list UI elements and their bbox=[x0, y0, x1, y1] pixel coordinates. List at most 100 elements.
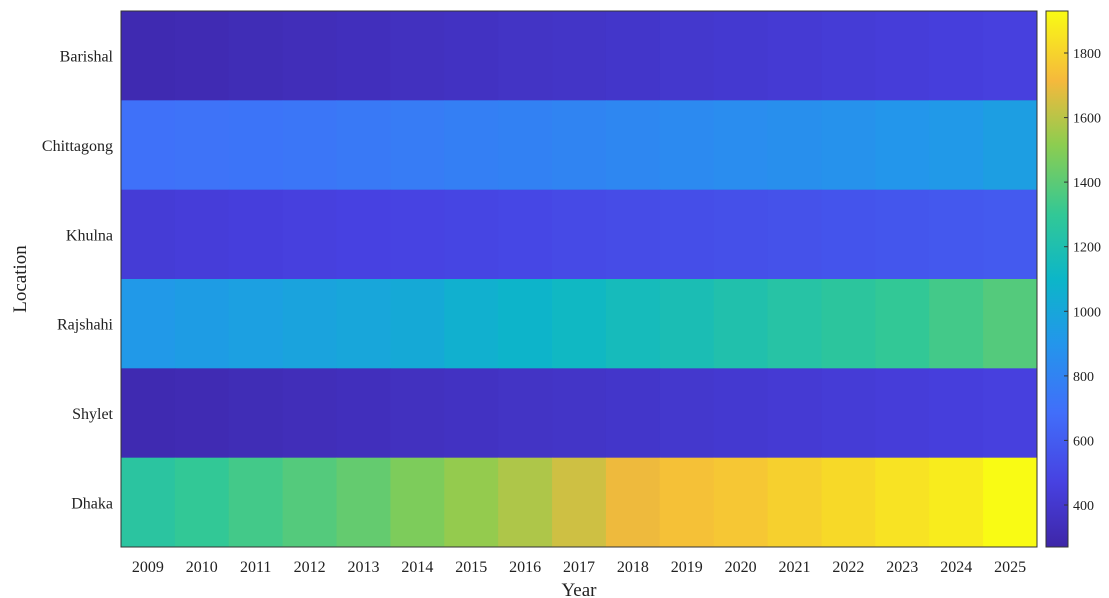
x-tick-label: 2019 bbox=[671, 559, 703, 576]
x-tick-label: 2024 bbox=[940, 559, 972, 576]
y-tick-labels: Barishal Chittagong Khulna Rajshahi Shylet Dh… bbox=[42, 49, 114, 513]
heatmap-cell bbox=[875, 100, 930, 191]
heatmap-cell bbox=[121, 368, 176, 459]
heatmap-cell bbox=[875, 457, 930, 548]
heatmap-cell bbox=[121, 279, 176, 369]
heatmap-cell bbox=[929, 11, 984, 101]
heatmap-cell bbox=[336, 11, 391, 101]
heatmap-cell bbox=[282, 11, 338, 101]
heatmap-cell bbox=[336, 100, 391, 191]
heatmap-cell bbox=[713, 279, 769, 369]
y-axis-label: Location bbox=[10, 245, 31, 313]
x-tick-label: 2021 bbox=[779, 559, 811, 576]
heatmap-cell bbox=[390, 11, 445, 101]
colorbar-tick-label: 1600 bbox=[1073, 112, 1101, 127]
colorbar-tick-label: 1200 bbox=[1073, 241, 1101, 256]
heatmap-cell bbox=[552, 100, 607, 191]
heatmap-cell bbox=[983, 368, 1038, 459]
heatmap-cell bbox=[767, 100, 822, 191]
heatmap-cell bbox=[767, 368, 822, 459]
heatmap-cell bbox=[121, 457, 176, 548]
heatmap-cell bbox=[498, 368, 553, 459]
heatmap-cell bbox=[659, 457, 715, 548]
heatmap-cell bbox=[498, 189, 553, 280]
heatmap-cell bbox=[174, 11, 230, 101]
heatmap-cell bbox=[929, 100, 984, 191]
x-tick-label: 2022 bbox=[832, 559, 864, 576]
heatmap-cell bbox=[713, 100, 769, 191]
heatmap-cell bbox=[390, 100, 445, 191]
heatmap-cell bbox=[174, 457, 230, 548]
heatmap-cell bbox=[444, 11, 499, 101]
heatmap-cell bbox=[444, 368, 499, 459]
heatmap-cell bbox=[228, 368, 284, 459]
heatmap-cell bbox=[282, 368, 338, 459]
heatmap-cell bbox=[659, 189, 715, 280]
heatmap-cell bbox=[713, 457, 769, 548]
heatmap-cell bbox=[336, 368, 391, 459]
y-tick-label: Rajshahi bbox=[57, 317, 114, 334]
x-tick-label: 2015 bbox=[455, 559, 487, 576]
heatmap-cell bbox=[390, 457, 445, 548]
heatmap-cell bbox=[605, 100, 661, 191]
heatmap-cell bbox=[821, 100, 876, 191]
heatmap-cell bbox=[929, 368, 984, 459]
heatmap-cell bbox=[713, 368, 769, 459]
heatmap-cell bbox=[659, 368, 715, 459]
heatmap-cell bbox=[605, 189, 661, 280]
heatmap-cell bbox=[767, 11, 822, 101]
x-tick-label: 2016 bbox=[509, 559, 541, 576]
colorbar-tick-label: 800 bbox=[1073, 370, 1094, 385]
heatmap-cell bbox=[444, 279, 499, 369]
heatmap-cell bbox=[875, 11, 930, 101]
heatmap-cell bbox=[282, 457, 338, 548]
heatmap-cell bbox=[498, 279, 553, 369]
heatmap-cell bbox=[821, 11, 876, 101]
x-tick-label: 2011 bbox=[240, 559, 271, 576]
heatmap-cell bbox=[983, 100, 1038, 191]
x-tick-label: 2025 bbox=[994, 559, 1026, 576]
heatmap-cell bbox=[659, 11, 715, 101]
heatmap-cell bbox=[174, 279, 230, 369]
x-tick-label: 2010 bbox=[186, 559, 218, 576]
heatmap-cell bbox=[444, 457, 499, 548]
y-tick-label: Barishal bbox=[60, 49, 114, 66]
heatmap-cell bbox=[552, 11, 607, 101]
heatmap-cell bbox=[498, 11, 553, 101]
heatmap-cell bbox=[282, 189, 338, 280]
x-tick-label: 2012 bbox=[294, 559, 326, 576]
heatmap-cell bbox=[336, 457, 391, 548]
heatmap-cell bbox=[390, 189, 445, 280]
y-tick-label: Shylet bbox=[72, 406, 113, 423]
heatmap-cell bbox=[444, 100, 499, 191]
x-tick-label: 2009 bbox=[132, 559, 164, 576]
heatmap-cell bbox=[821, 368, 876, 459]
heatmap-cell bbox=[390, 279, 445, 369]
heatmap-cell bbox=[336, 279, 391, 369]
x-tick-labels: 2009 2010 2011 2012 2013 2014 2015 2016 2017 2018… bbox=[132, 559, 1026, 576]
heatmap-cell bbox=[390, 368, 445, 459]
plot-frame bbox=[120, 10, 1038, 548]
heatmap-cell bbox=[605, 279, 661, 369]
heatmap-cell bbox=[659, 279, 715, 369]
x-tick-label: 2018 bbox=[617, 559, 649, 576]
y-tick-label: Dhaka bbox=[71, 495, 113, 512]
x-tick-label: 2013 bbox=[348, 559, 380, 576]
heatmap-cell bbox=[983, 279, 1038, 369]
heatmap-cell bbox=[552, 189, 607, 280]
heatmap-cell bbox=[713, 11, 769, 101]
colorbar-tick-label: 1400 bbox=[1073, 176, 1101, 191]
heatmap-cell bbox=[821, 457, 876, 548]
y-tick-label: Chittagong bbox=[42, 138, 113, 155]
heatmap-cell bbox=[983, 457, 1038, 548]
heatmap-cell bbox=[174, 189, 230, 280]
heatmap-cell bbox=[282, 100, 338, 191]
heatmap-cell bbox=[228, 457, 284, 548]
heatmap-cell bbox=[498, 100, 553, 191]
heatmap-cell bbox=[121, 11, 176, 101]
colorbar-tick-label: 400 bbox=[1073, 499, 1094, 514]
heatmap-cell bbox=[498, 457, 553, 548]
y-tick-label: Khulna bbox=[66, 227, 113, 244]
heatmap-cell bbox=[983, 11, 1038, 101]
heatmap-cell bbox=[767, 189, 822, 280]
